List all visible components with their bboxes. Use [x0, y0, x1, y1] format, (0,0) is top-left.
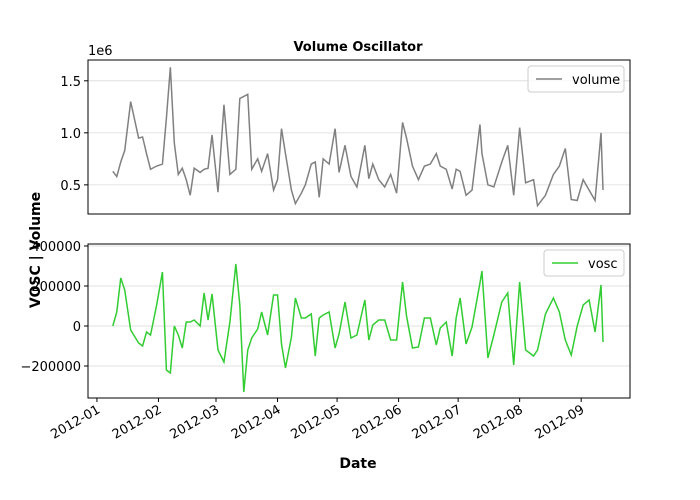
axes-frame — [87, 243, 631, 399]
y-tick-label: 1.5 — [60, 75, 81, 90]
axes-frame — [87, 59, 631, 215]
y-tick-label: 0 — [73, 320, 81, 335]
legend-label: vosc — [588, 257, 618, 272]
chart-title: Volume Oscillator — [293, 40, 423, 55]
x-tick-label: 2012-04 — [229, 402, 284, 442]
legend-label: volume — [572, 73, 620, 88]
x-tick-label: 2012-09 — [533, 402, 588, 442]
y-tick-label: −200000 — [20, 360, 81, 375]
x-tick-label: 2012-06 — [350, 402, 405, 442]
x-tick-label: 2012-07 — [410, 402, 465, 442]
y-tick-label: 200000 — [31, 280, 81, 295]
x-axis-label: Date — [339, 456, 376, 472]
x-tick-label: 2012-08 — [471, 402, 526, 442]
legend-box — [527, 65, 625, 93]
y-tick-label: 400000 — [31, 240, 81, 255]
x-tick-label: 2012-05 — [289, 402, 344, 442]
x-tick-label: 2012-02 — [110, 402, 165, 442]
y-axis-label: VOSC | Volume — [28, 192, 44, 308]
y-tick-label: 0.5 — [60, 179, 81, 194]
data-line — [112, 263, 604, 393]
y-tick-label: 1.0 — [60, 127, 81, 142]
x-tick-label: 2012-01 — [48, 402, 103, 442]
data-line — [112, 67, 604, 208]
x-tick-label: 2012-03 — [167, 402, 222, 442]
offset-label: 1e6 — [88, 44, 113, 59]
legend-box — [543, 249, 625, 277]
